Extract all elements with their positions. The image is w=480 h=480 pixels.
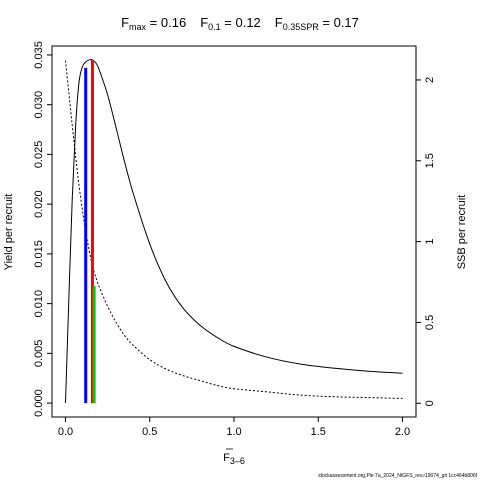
yield-per-recruit-line: [64, 59, 403, 404]
y-axis-left: 0.000 0.005 0.010 0.015 0.020 0.025 0.030 0.035: [33, 41, 52, 417]
y-axis-right-label: SSB per recruit: [456, 195, 468, 270]
y-left-tick-label: 0.010: [33, 290, 45, 318]
y-left-tick-label: 0.020: [33, 190, 45, 218]
y-axis-left-label: Yield per recruit: [3, 194, 15, 271]
x-axis-symbol: F: [223, 452, 230, 464]
fspr-subscript: 0.35SPR: [283, 22, 320, 32]
x-axis-subscript: 3–6: [230, 456, 245, 466]
chart-title: Fmax = 0.16 F0.1 = 0.12 F0.35SPR = 0.17: [121, 15, 359, 32]
fspr-symbol: F: [275, 15, 283, 30]
y-right-tick-label: 0.5: [424, 315, 436, 330]
x-tick-label: 1.5: [311, 426, 326, 438]
y-left-tick-label: 0.005: [33, 340, 45, 368]
reference-lines: [84, 59, 96, 404]
plot-frame: [51, 45, 417, 418]
series-layer: [64, 59, 403, 404]
y-right-tick-label: 1: [424, 239, 436, 245]
x-tick-label: 2.0: [395, 426, 410, 438]
fspr-value: = 0.17: [319, 15, 359, 30]
x-axis: 0.0 0.5 1.0 1.5 2.0: [58, 417, 410, 438]
x-axis-label: F3–6: [223, 452, 245, 466]
x-tick-label: 1.0: [226, 426, 241, 438]
y-left-tick-label: 0.030: [33, 91, 45, 119]
f01-symbol: F: [200, 15, 208, 30]
y-left-tick-label: 0.025: [33, 141, 45, 169]
ssb-per-recruit-line: [64, 60, 403, 399]
f01-subscript: 0.1: [208, 22, 221, 32]
y-axis-right: 0 0.5 1 1.5 2: [416, 77, 436, 406]
y-right-tick-label: 1.5: [424, 153, 436, 168]
y-left-tick-label: 0.000: [33, 389, 45, 417]
f01-value: = 0.12: [221, 15, 261, 30]
y-right-tick-label: 0: [424, 400, 436, 406]
y-right-tick-label: 2: [424, 77, 436, 83]
x-tick-label: 0.0: [58, 426, 73, 438]
fmax-value: = 0.16: [146, 15, 186, 30]
fmax-symbol: F: [121, 15, 129, 30]
y-left-tick-label: 0.035: [33, 41, 45, 69]
footer-source: stockassessment.org,Ple.7a_2024_NIGFS_re…: [318, 473, 478, 479]
y-left-tick-label: 0.015: [33, 240, 45, 268]
fmax-subscript: max: [129, 22, 147, 32]
x-tick-label: 0.5: [142, 426, 157, 438]
